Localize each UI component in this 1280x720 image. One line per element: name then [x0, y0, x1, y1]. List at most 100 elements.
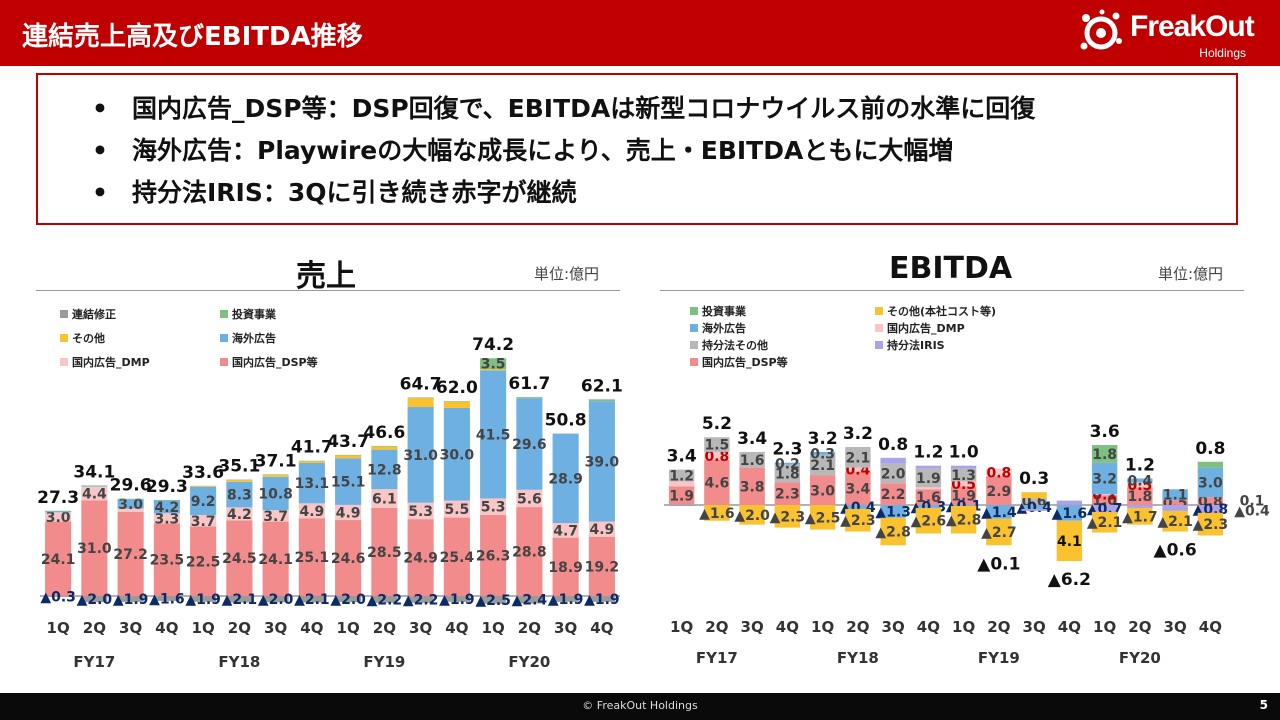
bar-segment-other: [1127, 507, 1153, 525]
total-label: 3.4: [667, 447, 697, 467]
data-label: 4.9: [336, 505, 361, 521]
data-label: 2.0: [881, 467, 906, 483]
bar-segment-dmp: [298, 503, 325, 519]
bullet: •: [92, 178, 108, 207]
bar-segment-iris: [1127, 505, 1153, 508]
bar-segment-overseas: [1056, 505, 1083, 521]
bar-segment-overseas: [298, 462, 325, 504]
data-label: 3.0: [810, 483, 835, 499]
bar-segment-dsp: [516, 507, 543, 596]
data-label: 3.5: [481, 357, 506, 373]
data-label: ▲2.2: [403, 592, 439, 608]
data-label: 12.8: [367, 462, 402, 478]
data-label: 1.8: [775, 467, 800, 483]
bar-segment-dmp: [407, 502, 434, 520]
data-label: ▲2.3: [840, 513, 876, 529]
data-label: ▲1.9: [584, 592, 620, 608]
legend-swatch: [875, 307, 883, 315]
data-label: ▲2.4: [512, 593, 548, 609]
data-label: 0.8: [704, 449, 729, 465]
bar-segment-invest: [371, 445, 398, 447]
data-label: ▲2.5: [805, 510, 841, 526]
bar-segment-overseas: [1197, 467, 1224, 498]
data-label: 28.9: [548, 472, 583, 488]
bar-segment-dsp: [1162, 500, 1188, 505]
bar-segment-dmp: [81, 486, 108, 501]
bar-segment-overseas: [335, 458, 362, 505]
data-label: 1.8: [1127, 489, 1152, 505]
total-label: 1.2: [1125, 455, 1155, 475]
data-label: 4.4: [82, 486, 107, 502]
data-label: 24.9: [403, 551, 438, 567]
summary-text: 持分法IRIS：3Qに引き続き赤字が継続: [132, 178, 577, 207]
bar-segment-iris: [880, 457, 906, 464]
bar-segment-other: [774, 505, 801, 528]
bar-segment-overseas: [1091, 462, 1118, 495]
data-label: 4.6: [704, 475, 729, 491]
total-label: 64.7: [400, 374, 442, 394]
data-label: 4.2: [154, 500, 179, 516]
bar-segment-other: [1197, 512, 1224, 536]
bar-segment-consol: [81, 596, 108, 603]
data-label: 41.5: [476, 427, 511, 443]
legend-label: 国内広告_DMP: [887, 321, 965, 335]
bar-segment-other: [915, 507, 942, 534]
bar-segment-iris: [1021, 508, 1047, 511]
quarter-tick-label: 2Q: [987, 618, 1010, 636]
quarter-tick-label: 1Q: [47, 619, 70, 637]
bar-segment-overseas: [915, 505, 942, 508]
bar-segment-equity_other: [774, 464, 801, 483]
data-label: 1.6: [740, 453, 765, 469]
bar-segment-dmp: [335, 504, 362, 521]
bar-segment-other: [704, 505, 730, 521]
total-label: 37.1: [255, 451, 297, 471]
bar-segment-equity_other: [704, 437, 730, 452]
legend-label: 持分法IRIS: [887, 338, 945, 352]
bar-segment-consol: [516, 596, 543, 604]
bar-segment-overseas: [226, 481, 253, 508]
legend-swatch: [220, 310, 228, 318]
bar-segment-overseas: [774, 462, 801, 465]
bar-segment-dsp: [407, 519, 434, 596]
bar-segment-other: [335, 455, 362, 459]
bar-segment-consol: [552, 596, 579, 602]
bar-segment-equity_other: [950, 468, 977, 482]
quarter-tick-label: 4Q: [1199, 618, 1222, 636]
total-label: 29.6: [110, 476, 152, 496]
total-label: 35.1: [218, 457, 260, 477]
quarter-tick-label: 2Q: [373, 619, 396, 637]
bar-segment-invest: [1197, 461, 1224, 468]
data-label: 1.8: [1092, 447, 1117, 463]
bar-segment-dsp: [262, 521, 289, 596]
bar-segment-invest: [588, 399, 615, 402]
data-label: ▲2.1: [1157, 514, 1193, 530]
bar-segment-consol: [298, 596, 325, 603]
bar-segment-overseas: [845, 505, 871, 509]
bar-segment-overseas: [1127, 478, 1153, 483]
bar-segment-dmp: [480, 498, 507, 515]
fiscal-year-label: FY17: [73, 653, 115, 671]
legend-swatch: [690, 307, 698, 315]
bar-segment-invest: [480, 358, 507, 370]
bar-segment-overseas: [552, 433, 579, 524]
bar-segment-consol: [480, 596, 507, 604]
data-label: 13.1: [295, 476, 330, 492]
total-label: 33.6: [182, 463, 224, 483]
data-label: 5.5: [444, 502, 469, 518]
total-label: 34.1: [73, 462, 115, 482]
data-label: 3.8: [740, 479, 765, 495]
legend-swatch: [690, 341, 698, 349]
quarter-tick-label: 3Q: [741, 618, 764, 636]
bar-segment-dsp: [371, 507, 398, 596]
bar-segment-overseas: [480, 370, 507, 499]
bar-segment-dsp: [1021, 504, 1047, 505]
total-label: 3.4: [737, 429, 767, 449]
bar-segment-iris: [950, 465, 977, 469]
company-logo: FreakOut Holdings: [1072, 6, 1255, 62]
data-label: 1.9: [951, 489, 976, 505]
quarter-tick-label: 4Q: [155, 619, 178, 637]
data-label: 0.8: [986, 466, 1011, 482]
legend-label: 海外広告: [702, 321, 746, 335]
quarter-tick-label: 3Q: [882, 618, 905, 636]
legend-swatch: [60, 358, 68, 366]
